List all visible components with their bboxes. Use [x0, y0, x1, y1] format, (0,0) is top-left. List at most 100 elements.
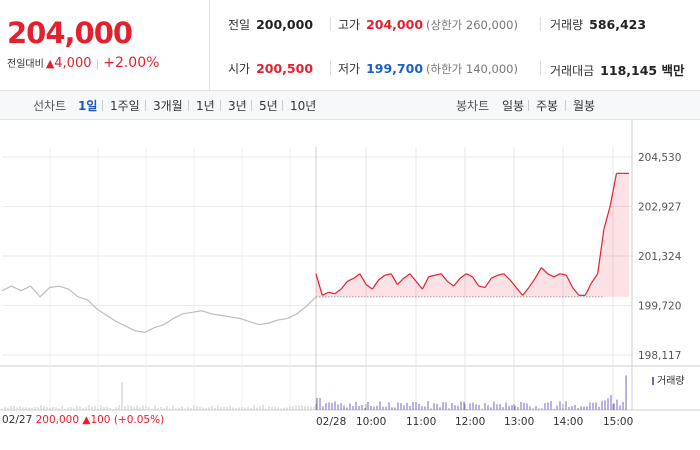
- prev-close-value: 200,000: [256, 17, 314, 32]
- today-line-segment: [584, 282, 592, 296]
- chart-series: [1, 172, 629, 333]
- tab-5-years[interactable]: 5년: [259, 99, 278, 113]
- divider: [528, 100, 529, 111]
- today-line-segment: [603, 205, 611, 230]
- x-tick-label: 11:00: [406, 416, 436, 428]
- divider: [188, 100, 189, 111]
- today-line-segment: [421, 276, 430, 290]
- chart-grid: [0, 120, 700, 411]
- today-line-segment: [321, 291, 329, 296]
- prev-day-line: [1, 285, 317, 333]
- volume-value: 586,423: [589, 17, 647, 32]
- trade-value-label: 거래대금: [550, 64, 595, 78]
- divider: [102, 100, 103, 111]
- today-line-segment: [340, 281, 348, 290]
- today-line-segment: [428, 274, 436, 278]
- tab-weekly-candle[interactable]: 주봉: [536, 99, 559, 113]
- divider: [540, 61, 541, 75]
- divider: |: [95, 57, 100, 70]
- y-tick-label: 202,927: [638, 202, 681, 214]
- change-amount: 4,000: [54, 56, 92, 71]
- tab-3-years[interactable]: 3년: [228, 99, 247, 113]
- x-tick-label: 14:00: [553, 416, 583, 428]
- tab-3-months[interactable]: 3개월: [153, 99, 183, 113]
- current-price: 204,000: [7, 16, 133, 50]
- candle-chart-header: 봉차트: [456, 99, 490, 113]
- tab-10-years[interactable]: 10년: [290, 99, 317, 113]
- today-area-fill: [316, 173, 629, 297]
- today-line-segment: [415, 281, 423, 290]
- volume-stat: 거래량 586,423: [550, 16, 646, 33]
- up-triangle-icon: ▲: [45, 57, 55, 70]
- today-line-segment: [522, 287, 530, 296]
- open-value: 200,500: [256, 61, 314, 76]
- x-tick-label: 02/28: [316, 416, 346, 428]
- y-tick-label: 198,117: [638, 350, 681, 362]
- today-line-segment: [559, 273, 567, 276]
- today-line-segment: [371, 279, 380, 290]
- today-line-segment: [434, 273, 442, 276]
- today-line-segment: [597, 228, 605, 274]
- divider: [282, 100, 283, 111]
- tab-1-year[interactable]: 1년: [196, 99, 215, 113]
- y-tick-label: 199,720: [638, 301, 681, 313]
- divider: [540, 17, 541, 31]
- prev-change: ▲100 (+0.05%): [82, 414, 165, 426]
- low-stat: 저가 199,700 (하한가 140,000): [338, 60, 518, 77]
- divider: [330, 17, 331, 31]
- open-stat: 시가 200,500: [228, 60, 313, 77]
- today-line-segment: [365, 284, 373, 290]
- y-tick-label: 204,530: [638, 152, 681, 164]
- prev-price: 200,000: [35, 414, 80, 426]
- low-value: 199,700: [366, 61, 424, 76]
- today-line-segment: [509, 279, 517, 288]
- trade-value-value: 118,145 백만: [600, 63, 685, 78]
- today-line-segment: [497, 273, 504, 276]
- tab-1-day[interactable]: 1일: [78, 99, 98, 113]
- today-line-segment: [328, 291, 335, 295]
- prev-close-label: 전일: [228, 18, 251, 32]
- tab-1-week[interactable]: 1주일: [110, 99, 140, 113]
- today-line-segment: [347, 277, 354, 282]
- x-tick-label: 12:00: [455, 416, 485, 428]
- chart-tab-bar: 선차트 1일 1주일 3개월 1년 3년 5년 10년 봉차트 일봉 주봉 월봉: [0, 91, 700, 120]
- divider: [565, 100, 566, 111]
- today-line-segment: [353, 273, 361, 279]
- open-label: 시가: [228, 62, 251, 76]
- y-tick-label: 201,324: [638, 251, 682, 263]
- today-line-segment: [534, 267, 542, 279]
- divider: [330, 61, 331, 75]
- change-line: 전일대비 ▲4,000 | +2.00%: [7, 55, 159, 71]
- volume-legend-label: 거래량: [657, 376, 685, 387]
- price-box: 204,000 전일대비 ▲4,000 | +2.00%: [0, 0, 210, 91]
- tab-daily-candle[interactable]: 일봉: [502, 99, 525, 113]
- high-stat: 고가 204,000 (상한가 260,000): [338, 16, 518, 33]
- today-line-segment: [528, 278, 536, 288]
- today-line-segment: [315, 273, 323, 296]
- upper-limit: (상한가 260,000): [426, 18, 518, 32]
- change-percent: +2.00%: [103, 55, 160, 71]
- today-line-segment: [440, 273, 448, 282]
- volume-bars: [1, 375, 627, 410]
- chart-labels: 204,530 202,927 201,324 199,720 198,117 02/28…: [316, 152, 682, 428]
- lower-limit: (하한가 140,000): [426, 62, 518, 76]
- x-tick-label: 10:00: [356, 416, 386, 428]
- today-line-segment: [334, 288, 342, 295]
- trade-value-stat: 거래대금 118,145 백만: [550, 60, 684, 79]
- high-label: 고가: [338, 18, 361, 32]
- today-line-segment: [384, 273, 392, 276]
- divider: [145, 100, 146, 111]
- intraday-chart: 204,530 202,927 201,324 199,720 198,117 02/28…: [0, 120, 700, 428]
- low-label: 저가: [338, 62, 361, 76]
- today-line-segment: [378, 274, 386, 281]
- prev-close-stat: 전일 200,000: [228, 16, 313, 33]
- volume-swatch: [652, 377, 654, 385]
- today-line-segment: [503, 273, 511, 281]
- today-line-segment: [409, 273, 417, 282]
- today-line-segment: [459, 273, 467, 279]
- today-line-segment: [472, 276, 480, 287]
- tab-monthly-candle[interactable]: 월봉: [573, 99, 596, 113]
- today-line-segment: [359, 273, 367, 285]
- today-line-segment: [484, 278, 492, 288]
- today-line-segment: [453, 277, 461, 287]
